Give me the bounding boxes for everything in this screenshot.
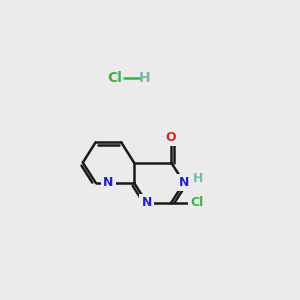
Text: N: N xyxy=(179,176,189,189)
Text: Cl: Cl xyxy=(190,196,203,209)
Text: H: H xyxy=(193,172,204,185)
Text: N: N xyxy=(142,196,152,209)
Text: Cl: Cl xyxy=(107,70,122,85)
Text: N: N xyxy=(103,176,114,189)
Text: O: O xyxy=(166,131,176,144)
Text: H: H xyxy=(139,70,150,85)
